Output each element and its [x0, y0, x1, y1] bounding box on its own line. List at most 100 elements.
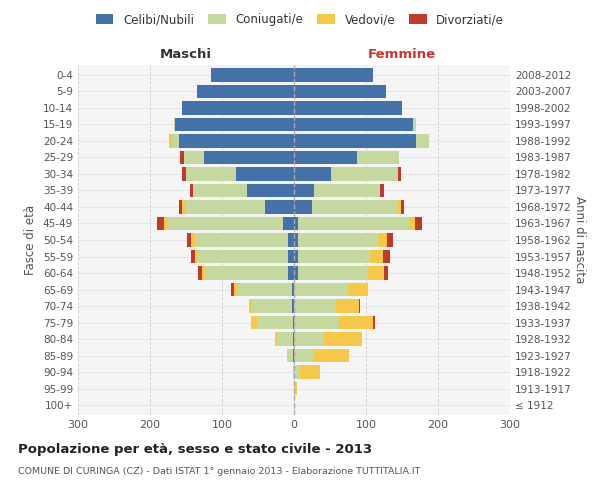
- Bar: [197, 84, 294, 98]
- Bar: [294, 283, 348, 296]
- Bar: [294, 150, 358, 164]
- Bar: [288, 250, 294, 264]
- Bar: [294, 349, 314, 362]
- Bar: [164, 216, 168, 230]
- Bar: [182, 101, 294, 114]
- Bar: [252, 300, 292, 313]
- Bar: [182, 200, 186, 214]
- Bar: [191, 233, 194, 247]
- Text: COMUNE DI CURINGA (CZ) - Dati ISTAT 1° gennaio 2013 - Elaborazione TUTTITALIA.IT: COMUNE DI CURINGA (CZ) - Dati ISTAT 1° g…: [18, 468, 421, 476]
- Y-axis label: Fasce di età: Fasce di età: [25, 205, 37, 275]
- Text: Maschi: Maschi: [160, 48, 212, 61]
- Bar: [387, 233, 392, 247]
- Bar: [198, 250, 288, 264]
- Bar: [168, 216, 283, 230]
- Bar: [294, 366, 300, 379]
- Bar: [236, 167, 294, 180]
- Bar: [415, 216, 422, 230]
- Bar: [294, 118, 413, 131]
- Bar: [294, 101, 402, 114]
- Bar: [294, 266, 298, 280]
- Bar: [265, 200, 294, 214]
- Bar: [314, 349, 349, 362]
- Bar: [184, 150, 204, 164]
- Text: Femmine: Femmine: [368, 48, 436, 61]
- Bar: [300, 366, 320, 379]
- Bar: [370, 250, 383, 264]
- Bar: [234, 283, 238, 296]
- Bar: [383, 250, 390, 264]
- Bar: [211, 68, 294, 82]
- Bar: [359, 300, 360, 313]
- Bar: [172, 134, 179, 147]
- Bar: [288, 266, 294, 280]
- Bar: [157, 216, 164, 230]
- Bar: [190, 184, 193, 197]
- Bar: [373, 316, 374, 330]
- Bar: [247, 184, 294, 197]
- Bar: [179, 134, 294, 147]
- Bar: [294, 68, 373, 82]
- Legend: Celibi/Nubili, Coniugati/e, Vedovi/e, Divorziati/e: Celibi/Nubili, Coniugati/e, Vedovi/e, Di…: [91, 8, 509, 31]
- Bar: [294, 216, 298, 230]
- Bar: [230, 283, 234, 296]
- Bar: [295, 382, 297, 396]
- Bar: [413, 118, 416, 131]
- Bar: [198, 266, 202, 280]
- Bar: [380, 184, 384, 197]
- Bar: [397, 200, 401, 214]
- Bar: [175, 118, 294, 131]
- Bar: [238, 283, 292, 296]
- Bar: [294, 84, 386, 98]
- Bar: [348, 283, 368, 296]
- Bar: [174, 118, 175, 131]
- Bar: [191, 250, 194, 264]
- Bar: [368, 266, 384, 280]
- Bar: [298, 216, 409, 230]
- Bar: [358, 150, 399, 164]
- Bar: [294, 233, 298, 247]
- Bar: [294, 382, 295, 396]
- Bar: [275, 332, 278, 346]
- Bar: [287, 349, 293, 362]
- Bar: [398, 167, 401, 180]
- Bar: [298, 233, 378, 247]
- Bar: [409, 216, 415, 230]
- Bar: [169, 134, 172, 147]
- Bar: [292, 300, 294, 313]
- Bar: [298, 250, 370, 264]
- Bar: [294, 184, 314, 197]
- Bar: [338, 316, 373, 330]
- Bar: [416, 134, 430, 147]
- Bar: [288, 233, 294, 247]
- Bar: [194, 250, 198, 264]
- Bar: [293, 349, 294, 362]
- Bar: [293, 366, 294, 379]
- Text: Popolazione per età, sesso e stato civile - 2013: Popolazione per età, sesso e stato civil…: [18, 442, 372, 456]
- Bar: [248, 300, 252, 313]
- Bar: [187, 233, 191, 247]
- Bar: [314, 184, 380, 197]
- Bar: [180, 150, 184, 164]
- Y-axis label: Anni di nascita: Anni di nascita: [572, 196, 586, 284]
- Bar: [298, 266, 368, 280]
- Bar: [293, 316, 294, 330]
- Bar: [278, 332, 293, 346]
- Bar: [251, 316, 257, 330]
- Bar: [193, 184, 247, 197]
- Bar: [336, 300, 359, 313]
- Bar: [401, 200, 404, 214]
- Bar: [205, 266, 288, 280]
- Bar: [182, 167, 186, 180]
- Bar: [312, 200, 397, 214]
- Bar: [186, 200, 265, 214]
- Bar: [179, 200, 182, 214]
- Bar: [294, 167, 331, 180]
- Bar: [292, 283, 294, 296]
- Bar: [294, 200, 312, 214]
- Bar: [283, 216, 294, 230]
- Bar: [294, 332, 324, 346]
- Bar: [294, 300, 336, 313]
- Bar: [324, 332, 362, 346]
- Bar: [294, 316, 338, 330]
